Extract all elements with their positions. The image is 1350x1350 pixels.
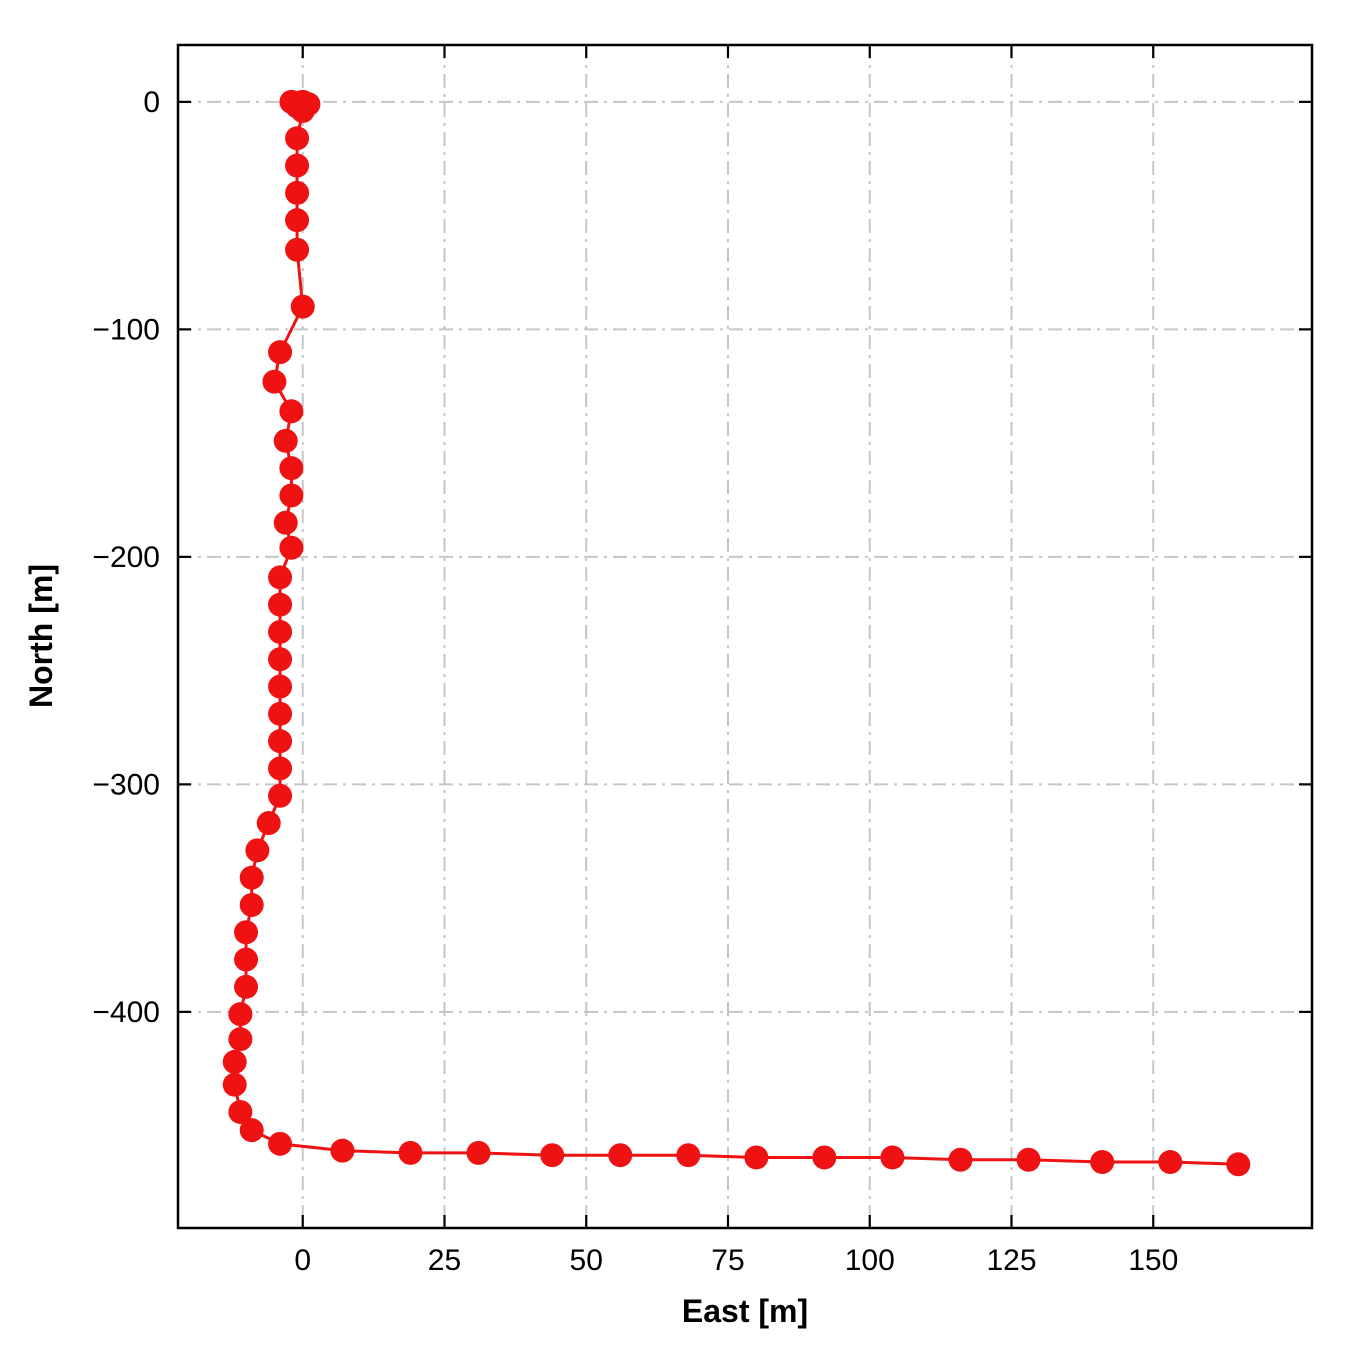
trajectory-point: [239, 892, 264, 917]
trajectory-point: [540, 1143, 565, 1168]
trajectory-point: [290, 294, 315, 319]
tick-label-layer: 0 25 50 75 100 125 150 0 −100 −200 −300 −400: [92, 86, 1178, 1277]
trajectory-point: [1016, 1147, 1041, 1172]
trajectory-point: [948, 1147, 973, 1172]
trajectory-point: [268, 565, 293, 590]
x-tick-label: 100: [845, 1244, 895, 1277]
y-tick-label: −100: [92, 313, 160, 346]
trajectory-point: [262, 369, 287, 394]
trajectory-point: [466, 1140, 491, 1165]
trajectory-point: [268, 756, 293, 781]
trajectory-point: [285, 208, 310, 233]
trajectory-point: [268, 783, 293, 808]
trajectory-point: [744, 1145, 769, 1170]
x-tick-label: 50: [570, 1244, 603, 1277]
trajectory-point: [228, 1027, 253, 1052]
tick-layer: [178, 45, 1312, 1228]
x-tick-label: 150: [1128, 1244, 1178, 1277]
data-layer: [222, 89, 1251, 1177]
trajectory-point: [268, 647, 293, 672]
trajectory-point: [228, 1002, 253, 1027]
trajectory-point: [268, 1131, 293, 1156]
trajectory-point: [239, 865, 264, 890]
trajectory-point: [268, 729, 293, 754]
x-tick-label: 125: [986, 1244, 1036, 1277]
trajectory-point: [279, 456, 304, 481]
trajectory-line: [233, 100, 1239, 1166]
trajectory-point: [330, 1138, 355, 1163]
trajectory-point: [273, 428, 298, 453]
trajectory-point: [1226, 1152, 1251, 1177]
trajectory-point: [1158, 1150, 1183, 1175]
trajectory-point: [812, 1145, 837, 1170]
trajectory-point: [268, 701, 293, 726]
x-axis-label: East [m]: [682, 1293, 808, 1329]
y-tick-label: −400: [92, 996, 160, 1029]
trajectory-point: [285, 180, 310, 205]
trajectory-point: [222, 1049, 247, 1074]
trajectory-point: [279, 399, 304, 424]
x-tick-label: 0: [294, 1244, 311, 1277]
trajectory-point: [398, 1140, 423, 1165]
trajectory-point: [222, 1072, 247, 1097]
trajectory-point: [256, 811, 281, 836]
trajectory-point: [268, 592, 293, 617]
x-tick-label: 75: [711, 1244, 744, 1277]
trajectory-point: [268, 340, 293, 365]
trajectory-point: [268, 619, 293, 644]
y-tick-label: −300: [92, 768, 160, 801]
trajectory-point: [285, 126, 310, 151]
trajectory-point: [676, 1143, 701, 1168]
trajectory-point: [234, 920, 259, 945]
trajectory-point: [285, 237, 310, 262]
trajectory-point: [279, 483, 304, 508]
trajectory-point: [1090, 1150, 1115, 1175]
trajectory-point: [290, 98, 315, 123]
trajectory-point: [228, 1099, 253, 1124]
trajectory-point: [880, 1145, 905, 1170]
y-axis-label: North [m]: [23, 564, 59, 708]
trajectory-point: [234, 974, 259, 999]
y-tick-label: −200: [92, 541, 160, 574]
trajectory-point: [268, 674, 293, 699]
x-tick-label: 25: [428, 1244, 461, 1277]
trajectory-point: [273, 510, 298, 535]
trajectory-point: [279, 535, 304, 560]
trajectory-point: [608, 1143, 633, 1168]
trajectory-point: [245, 838, 270, 863]
trajectory-point: [239, 1118, 264, 1143]
y-tick-label: 0: [143, 86, 160, 119]
plot-border: [176, 43, 1314, 1230]
trajectory-point: [285, 153, 310, 178]
trajectory-point: [234, 947, 259, 972]
grid-layer: [178, 45, 1312, 1228]
